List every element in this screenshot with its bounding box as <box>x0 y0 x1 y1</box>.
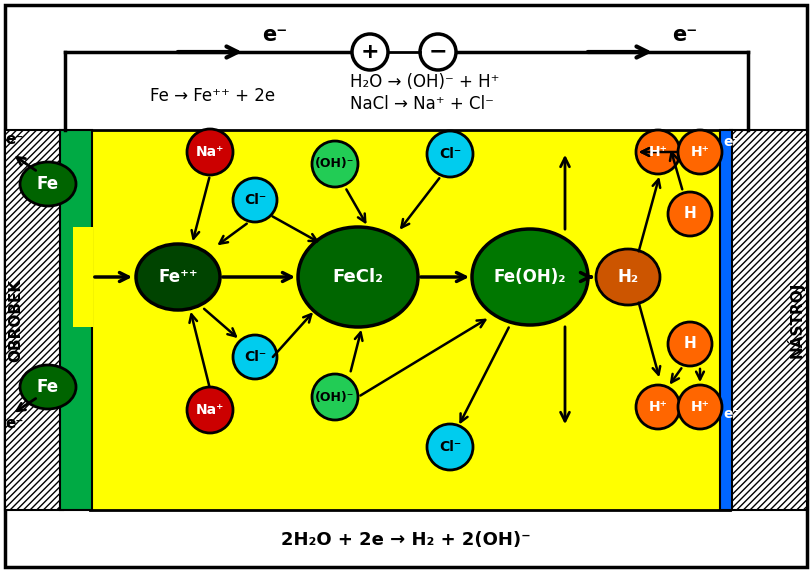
Text: Fe: Fe <box>36 378 59 396</box>
Text: Cl⁻: Cl⁻ <box>438 147 461 161</box>
Text: 2H₂O + 2e → H₂ + 2(OH)⁻: 2H₂O + 2e → H₂ + 2(OH)⁻ <box>281 531 530 549</box>
Ellipse shape <box>595 249 659 305</box>
Text: −: − <box>428 41 447 61</box>
Text: FeCl₂: FeCl₂ <box>332 268 383 286</box>
Circle shape <box>667 192 711 236</box>
Text: H₂: H₂ <box>616 268 637 286</box>
FancyBboxPatch shape <box>719 130 731 510</box>
Circle shape <box>233 178 277 222</box>
FancyBboxPatch shape <box>5 130 63 510</box>
FancyBboxPatch shape <box>90 130 729 510</box>
Circle shape <box>419 34 456 70</box>
FancyBboxPatch shape <box>73 227 93 327</box>
Circle shape <box>187 387 233 433</box>
Text: NÁSTROJ: NÁSTROJ <box>786 282 804 358</box>
Text: Na⁺: Na⁺ <box>195 403 224 417</box>
Text: H⁺: H⁺ <box>648 400 667 414</box>
Ellipse shape <box>471 229 587 325</box>
Text: Cl⁻: Cl⁻ <box>438 440 461 454</box>
Text: Fe: Fe <box>36 175 59 193</box>
Text: (OH)⁻: (OH)⁻ <box>315 157 354 170</box>
Circle shape <box>233 335 277 379</box>
Circle shape <box>311 374 358 420</box>
Circle shape <box>677 385 721 429</box>
Text: NaCl → Na⁺ + Cl⁻: NaCl → Na⁺ + Cl⁻ <box>350 95 493 113</box>
Circle shape <box>667 322 711 366</box>
Text: (OH)⁻: (OH)⁻ <box>315 391 354 403</box>
Text: Fe → Fe⁺⁺ + 2e: Fe → Fe⁺⁺ + 2e <box>150 87 275 105</box>
Text: Fe(OH)₂: Fe(OH)₂ <box>493 268 565 286</box>
Circle shape <box>311 141 358 187</box>
Ellipse shape <box>20 365 76 409</box>
Text: H: H <box>683 336 696 352</box>
Circle shape <box>351 34 388 70</box>
Circle shape <box>187 129 233 175</box>
FancyBboxPatch shape <box>729 130 806 510</box>
Text: OBROBEK: OBROBEK <box>8 279 24 362</box>
Text: e⁻: e⁻ <box>262 25 287 45</box>
Circle shape <box>635 385 679 429</box>
Text: H⁺: H⁺ <box>689 400 709 414</box>
Circle shape <box>677 130 721 174</box>
Text: Cl⁻: Cl⁻ <box>243 193 266 207</box>
Text: H⁺: H⁺ <box>689 145 709 159</box>
Text: H⁺: H⁺ <box>648 145 667 159</box>
Text: e⁻: e⁻ <box>723 135 740 149</box>
Circle shape <box>427 424 473 470</box>
Text: e⁻: e⁻ <box>6 133 24 148</box>
Ellipse shape <box>20 162 76 206</box>
FancyBboxPatch shape <box>5 5 806 567</box>
Circle shape <box>635 130 679 174</box>
Text: H₂O → (OH)⁻ + H⁺: H₂O → (OH)⁻ + H⁺ <box>350 73 499 91</box>
Text: Fe⁺⁺: Fe⁺⁺ <box>158 268 198 286</box>
Ellipse shape <box>298 227 418 327</box>
Text: H: H <box>683 206 696 221</box>
Circle shape <box>427 131 473 177</box>
Text: e⁻: e⁻ <box>723 407 740 421</box>
Text: Cl⁻: Cl⁻ <box>243 350 266 364</box>
FancyBboxPatch shape <box>60 130 92 510</box>
Text: e⁻: e⁻ <box>672 25 697 45</box>
Ellipse shape <box>135 244 220 310</box>
Text: Na⁺: Na⁺ <box>195 145 224 159</box>
Text: +: + <box>360 42 379 62</box>
Text: e⁻: e⁻ <box>6 416 24 431</box>
